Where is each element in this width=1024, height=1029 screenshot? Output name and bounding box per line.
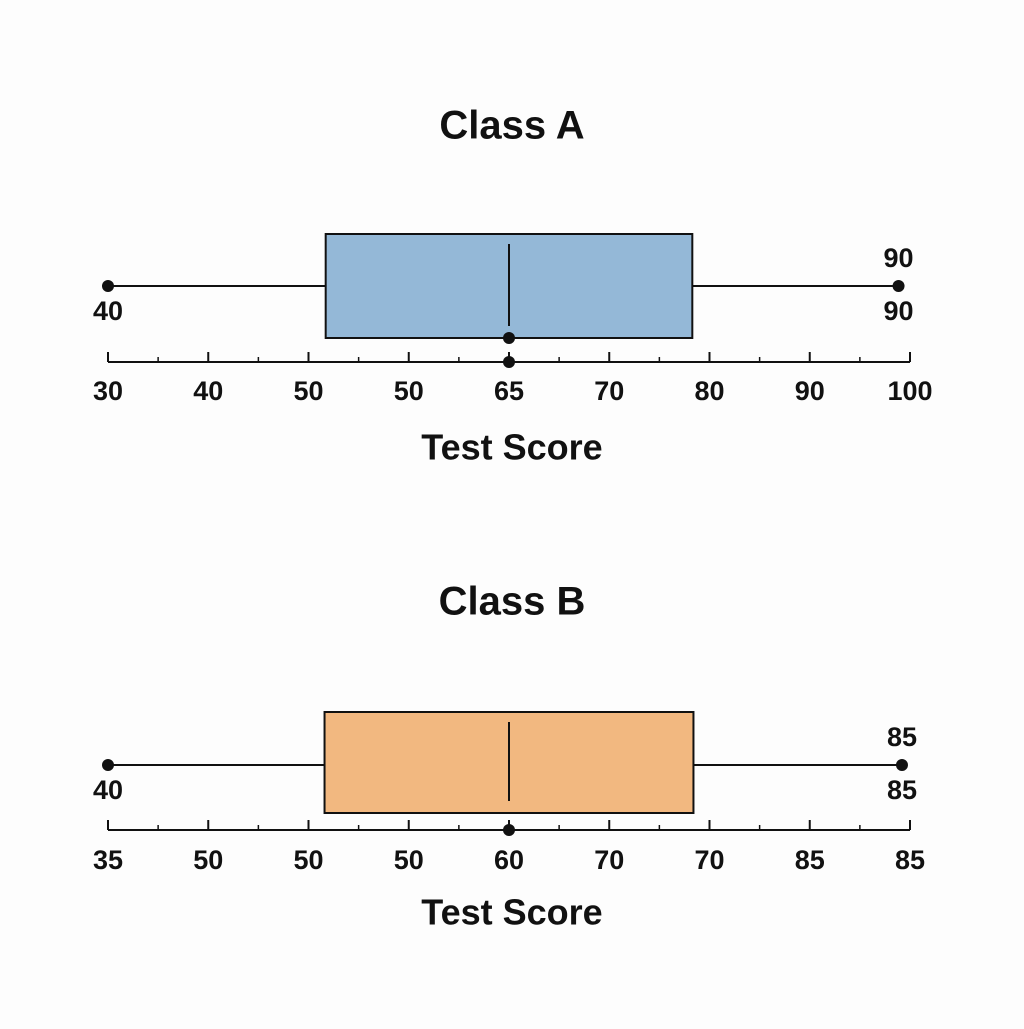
- annotation: 40: [93, 296, 123, 326]
- annotation: 85: [887, 722, 917, 752]
- whisker-end: [892, 280, 905, 292]
- chart-title: Class A: [439, 104, 584, 148]
- x-tick-label: 100: [887, 376, 932, 406]
- x-tick-label: 50: [293, 845, 323, 875]
- x-tick-label: 50: [293, 376, 323, 406]
- x-tick-label: 80: [694, 376, 724, 406]
- x-axis-title: Test Score: [421, 892, 602, 933]
- annotation: 40: [93, 775, 123, 805]
- x-tick-label: 70: [594, 376, 624, 406]
- annotation: 90: [884, 243, 914, 273]
- x-tick-label: 30: [93, 376, 123, 406]
- median-dot: [503, 332, 515, 344]
- x-tick-label: 50: [394, 376, 424, 406]
- median-axis-dot: [503, 824, 515, 836]
- x-tick-label: 50: [394, 845, 424, 875]
- x-tick-label: 50: [193, 845, 223, 875]
- x-tick-label: 65: [494, 376, 524, 406]
- x-tick-label: 70: [694, 845, 724, 875]
- annotation: 85: [887, 775, 917, 805]
- median-axis-dot: [503, 356, 515, 368]
- x-tick-label: 85: [895, 845, 925, 875]
- x-tick-label: 90: [795, 376, 825, 406]
- annotation: 90: [884, 296, 914, 326]
- x-axis-title: Test Score: [421, 427, 602, 468]
- x-tick-label: 70: [594, 845, 624, 875]
- x-tick-label: 40: [193, 376, 223, 406]
- x-tick-label: 35: [93, 845, 123, 875]
- whisker-end: [102, 759, 114, 771]
- x-tick-label: 85: [795, 845, 825, 875]
- whisker-end: [102, 280, 114, 292]
- chart-title: Class B: [439, 580, 586, 624]
- whisker-end: [895, 759, 908, 771]
- x-tick-label: 60: [494, 845, 524, 875]
